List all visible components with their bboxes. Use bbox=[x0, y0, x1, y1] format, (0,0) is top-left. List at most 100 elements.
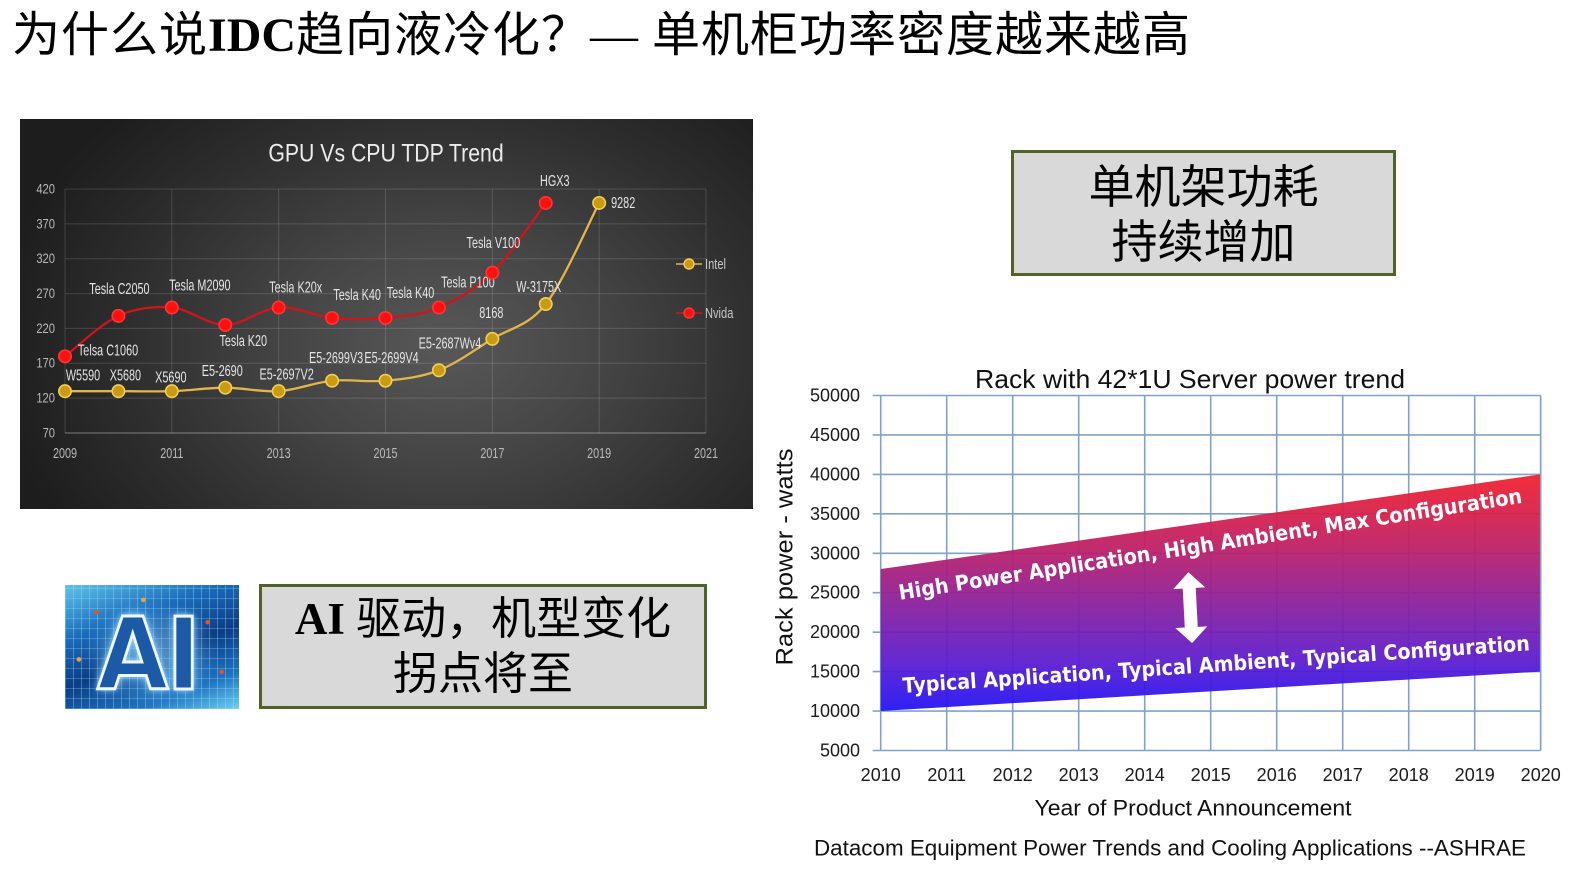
data-label: Tesla K20x bbox=[269, 279, 322, 296]
callout-line-1: 单机架功耗 bbox=[1088, 162, 1319, 213]
data-point-marker bbox=[538, 195, 553, 210]
data-label: HGX3 bbox=[540, 172, 570, 189]
data-label: W-3175X bbox=[516, 278, 561, 295]
data-label: 9282 bbox=[611, 194, 635, 211]
y-tick-label: 50000 bbox=[810, 386, 860, 406]
chart-title: GPU Vs CPU TDP Trend bbox=[268, 139, 503, 167]
x-tick-label: 2015 bbox=[1191, 765, 1231, 785]
y-tick-label: 220 bbox=[36, 321, 55, 336]
data-point-marker bbox=[164, 300, 179, 315]
y-tick-label: 120 bbox=[36, 390, 55, 405]
legend-item-intel: Intel bbox=[676, 255, 726, 273]
y-tick-label: 30000 bbox=[810, 543, 860, 563]
x-tick-label: 2014 bbox=[1125, 765, 1165, 785]
ai-circuit-image: AI bbox=[65, 585, 239, 709]
slide-title: 为什么说IDC趋向液冷化？— 单机柜功率密度越来越高 bbox=[12, 7, 1191, 65]
data-point-marker bbox=[325, 310, 340, 325]
x-tick-label: 2013 bbox=[1059, 765, 1099, 785]
y-tick-label: 370 bbox=[36, 216, 55, 231]
data-point-marker bbox=[378, 373, 393, 388]
title-acronym: IDC bbox=[208, 9, 297, 62]
callout-ai-driven: AI 驱动，机型变化 拐点将至 bbox=[259, 584, 707, 709]
power-range-band bbox=[880, 474, 1541, 712]
series-nvida: Telsa C1060 Tesla C2050 Tesla M2090 Tesla K… bbox=[57, 172, 570, 364]
callout-line-1-text: 驱动，机型变化 bbox=[344, 594, 672, 644]
x-tick-label: 2013 bbox=[267, 444, 291, 461]
data-point-marker bbox=[485, 331, 500, 346]
x-tick-label: 2009 bbox=[53, 444, 77, 461]
data-label: E5-2699V4 bbox=[364, 349, 419, 366]
x-tick-label: 2018 bbox=[1389, 765, 1429, 785]
y-tick-label: 170 bbox=[36, 356, 55, 371]
gpu-cpu-tdp-chart: GPU Vs CPU TDP Trend 70 120 170 220 270 320 370… bbox=[20, 119, 753, 509]
x-tick-label: 2015 bbox=[374, 444, 398, 461]
rack-power-trend-chart: Rack with 42*1U Server power trend 5000 10… bbox=[760, 355, 1587, 875]
x-axis-title: Year of Product Announcement bbox=[1035, 796, 1352, 821]
data-point-marker bbox=[57, 349, 72, 364]
data-point-marker bbox=[271, 300, 286, 315]
data-label: E5-2699V3 bbox=[309, 349, 363, 366]
data-point-marker bbox=[111, 308, 126, 323]
y-tick-label: 10000 bbox=[810, 701, 860, 721]
x-tick-label: 2012 bbox=[993, 765, 1033, 785]
series-intel: W5590 X5680 X5690 E5-2690 E5-2697V2E5-2699V3… bbox=[57, 194, 635, 399]
data-label: E5-2690 bbox=[202, 362, 243, 379]
data-label: Tesla K20 bbox=[219, 332, 267, 349]
y-tick-label: 420 bbox=[36, 181, 55, 196]
data-point-marker bbox=[271, 384, 286, 399]
y-tick-label: 20000 bbox=[810, 622, 860, 642]
y-axis-title: Rack power - watts bbox=[772, 449, 799, 666]
data-point-marker bbox=[485, 265, 500, 280]
data-label: Tesla M2090 bbox=[169, 277, 230, 294]
x-tick-label: 2010 bbox=[861, 765, 901, 785]
x-tick-label: 2017 bbox=[1323, 765, 1363, 785]
data-label: E5-2697V2 bbox=[260, 365, 314, 382]
data-label: X5690 bbox=[155, 368, 186, 385]
data-point-marker bbox=[57, 384, 72, 399]
x-tick-label: 2021 bbox=[694, 444, 718, 461]
gpu-chart-canvas: GPU Vs CPU TDP Trend 70 120 170 220 270 320 370… bbox=[36, 139, 734, 462]
x-tick-label: 2017 bbox=[480, 444, 504, 461]
y-tick-label: 25000 bbox=[810, 583, 860, 603]
data-label: Tesla V100 bbox=[467, 234, 521, 251]
legend-marker-icon bbox=[683, 307, 695, 319]
x-tick-label: 2019 bbox=[587, 444, 611, 461]
data-label: Tesla P100 bbox=[441, 274, 495, 291]
callout-line-2: 持续增加 bbox=[1111, 217, 1296, 268]
x-tick-label: 2016 bbox=[1257, 765, 1297, 785]
rack-chart-canvas: Rack with 42*1U Server power trend 5000 10… bbox=[772, 364, 1561, 861]
x-tick-label: 2011 bbox=[927, 765, 966, 785]
data-label: 8168 bbox=[479, 304, 503, 321]
y-tick-label: 270 bbox=[36, 286, 55, 301]
data-label: Telsa C1060 bbox=[78, 342, 138, 359]
data-point-marker bbox=[431, 363, 446, 378]
y-tick-label: 45000 bbox=[810, 425, 860, 445]
data-label: X5680 bbox=[110, 366, 141, 383]
data-label: E5-2687Wv4 bbox=[419, 335, 482, 352]
title-prefix: 为什么说 bbox=[12, 9, 209, 62]
y-tick-label: 70 bbox=[43, 425, 55, 440]
data-point-marker bbox=[218, 317, 233, 332]
data-label: Tesla K40 bbox=[333, 286, 381, 303]
title-middle: 趋向液冷化？ bbox=[296, 9, 591, 62]
legend-item-nvida: Nvida bbox=[676, 304, 734, 322]
data-point-marker bbox=[431, 300, 446, 315]
legend-label: Intel bbox=[705, 255, 726, 272]
chart-title: Rack with 42*1U Server power trend bbox=[975, 364, 1405, 394]
callout-rack-power: 单机架功耗 持续增加 bbox=[1011, 150, 1396, 276]
series-line bbox=[64, 202, 547, 358]
callout-line-2: 拐点将至 bbox=[392, 649, 573, 699]
double-arrow-icon bbox=[1173, 572, 1208, 644]
y-tick-label: 5000 bbox=[820, 741, 860, 761]
data-point-marker bbox=[164, 384, 179, 399]
data-point-marker bbox=[592, 195, 607, 210]
callout-line-1: AI 驱动，机型变化 bbox=[262, 592, 704, 647]
data-point-marker bbox=[378, 310, 393, 325]
gridlines bbox=[64, 188, 707, 433]
y-tick-label: 320 bbox=[36, 251, 55, 266]
y-tick-label: 40000 bbox=[810, 464, 860, 484]
chart-source-caption: Datacom Equipment Power Trends and Cooli… bbox=[814, 836, 1526, 861]
y-tick-label: 35000 bbox=[810, 504, 860, 524]
title-suffix: — 单机柜功率密度越来越高 bbox=[590, 9, 1192, 62]
callout-ai-acronym: AI bbox=[294, 594, 345, 644]
